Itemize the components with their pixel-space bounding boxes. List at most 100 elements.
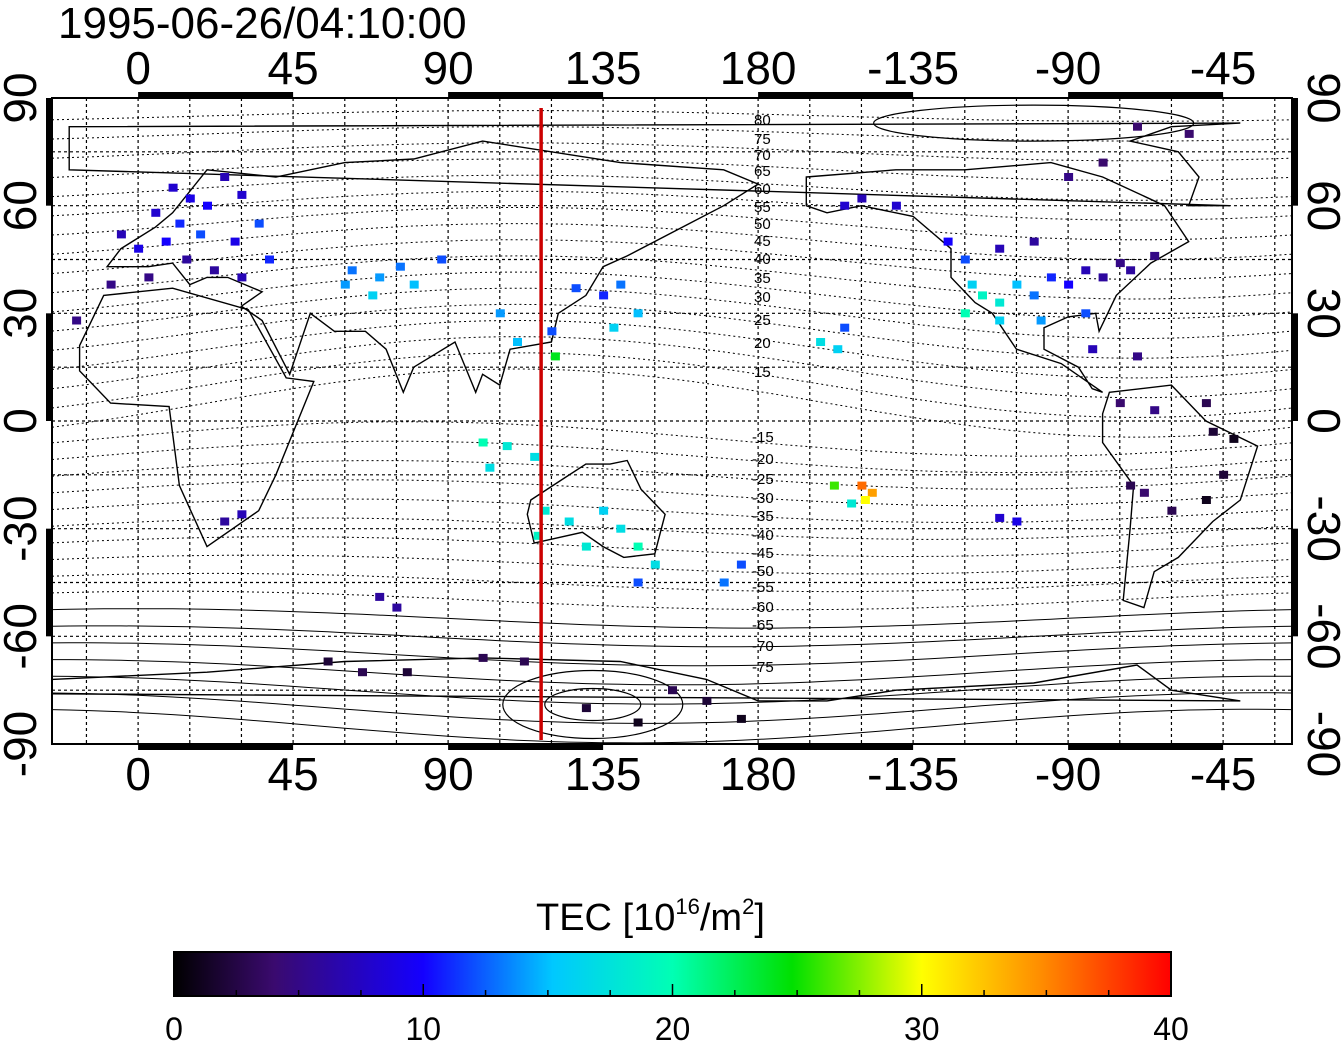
lon-tick-label-bottom: -135: [867, 748, 959, 800]
tec-data-point: [1139, 488, 1149, 497]
map-frame: [46, 92, 1298, 750]
tec-data-point: [719, 578, 729, 587]
greenland-coast: [68, 122, 1241, 207]
top-axis-bar: [138, 92, 294, 98]
tec-data-point: [978, 291, 987, 300]
mlat-label: -30: [752, 490, 774, 507]
mlat-label: 60: [754, 181, 771, 198]
lon-tick-label-bottom: 45: [268, 748, 319, 800]
tec-data-point: [1029, 237, 1039, 246]
mlat-contour: [51, 708, 1293, 744]
mlat-label: 45: [754, 233, 771, 250]
lon-tick-label-top: 0: [125, 42, 151, 94]
mlat-contour: [51, 319, 1293, 379]
tec-data-point: [702, 696, 712, 705]
tec-data-point: [1229, 434, 1239, 443]
lon-tick-label-top: 135: [565, 42, 642, 94]
tec-data-point: [237, 190, 247, 199]
tec-data-point: [1012, 517, 1022, 526]
tec-data-point: [840, 323, 850, 332]
lon-tick-label-bottom: -90: [1035, 748, 1101, 800]
tec-data-point: [161, 237, 171, 246]
colorbar-title-exp1: 16: [675, 894, 699, 919]
mlat-label: 40: [754, 251, 771, 268]
mlat-contour: [51, 608, 1293, 629]
left-axis-bar: [46, 313, 52, 421]
tec-data-point: [1167, 506, 1177, 515]
tec-data-point: [1036, 316, 1046, 325]
south-america-coast: [1101, 384, 1259, 609]
tec-data-point: [668, 686, 677, 695]
mlat-contour: [51, 440, 1293, 474]
mlat-label: 30: [754, 289, 771, 306]
tec-data-point: [1201, 496, 1211, 504]
colorbar-title-mid: /m: [700, 897, 742, 939]
colorbar-title-end: ]: [754, 897, 765, 939]
mlat-contour: [51, 142, 1293, 162]
tec-data-point: [134, 244, 144, 253]
mlat-label: 35: [754, 270, 771, 287]
mlat-label: -20: [752, 451, 774, 468]
tec-data-point: [495, 309, 505, 318]
lon-tick-label-bottom: 135: [565, 748, 642, 800]
mlat-label: -25: [752, 471, 774, 488]
lat-tick-label-left: 90: [0, 72, 46, 123]
lat-tick-label-right: 30: [1298, 288, 1344, 339]
tec-data-point: [943, 237, 953, 246]
tec-data-point: [581, 542, 591, 551]
mlat-label: 65: [754, 163, 771, 180]
mlat-contour: [51, 517, 1293, 540]
tec-data-point: [960, 255, 970, 264]
tec-data-point: [736, 560, 746, 569]
tec-data-point: [340, 280, 350, 289]
mlat-contour: [51, 625, 1293, 648]
right-axis-bar: [1292, 98, 1298, 206]
mlat-contour: [51, 255, 1293, 300]
tec-data-point: [1029, 291, 1039, 300]
top-axis-bar: [758, 92, 914, 98]
africa-coast: [78, 287, 315, 548]
tec-data-point: [857, 481, 867, 490]
mlat-label: 20: [754, 335, 771, 352]
lon-tick-label-top: -45: [1190, 42, 1256, 94]
mlat-label: -75: [752, 659, 774, 676]
tec-data-point: [599, 291, 609, 300]
lat-tick-label-right: -30: [1298, 495, 1344, 561]
tec-data-point: [1133, 352, 1142, 361]
tec-data-point: [867, 488, 877, 497]
mlat-label: -40: [752, 527, 774, 544]
tec-data-point: [1115, 259, 1125, 268]
tec-data-point: [1126, 481, 1136, 490]
tec-data-point: [185, 194, 195, 203]
tec-data-point: [1201, 399, 1211, 408]
tec-data-point: [182, 255, 192, 264]
tec-data-point: [633, 542, 643, 551]
mlat-contour: [51, 158, 1293, 181]
top-axis-bar: [1068, 92, 1224, 98]
tec-data-point: [633, 309, 643, 318]
mlat-contour: [51, 554, 1293, 575]
lat-tick-label-left: 60: [0, 180, 46, 231]
tec-data-point: [254, 219, 264, 228]
lon-tick-label-top: 180: [720, 42, 797, 94]
mlat-contour: [51, 352, 1293, 418]
tec-data-point: [395, 262, 405, 271]
tec-data-point: [1208, 427, 1218, 436]
right-axis-bar: [1292, 313, 1298, 421]
mlat-contour: [51, 336, 1293, 399]
mlat-label: 15: [754, 364, 771, 381]
tec-data-point: [1150, 406, 1160, 415]
europe-asia-coast: [105, 140, 760, 395]
mlat-contour: [51, 174, 1293, 201]
tec-data-point: [967, 280, 977, 289]
lat-tick-label-right: 0: [1298, 408, 1344, 434]
tec-data-point: [375, 273, 385, 282]
mlat-label: -65: [752, 617, 774, 634]
mlat-contour: [544, 687, 642, 722]
lat-tick-label-left: -30: [0, 495, 46, 561]
tec-data-point: [1098, 158, 1108, 167]
tec-data-point: [1081, 309, 1091, 318]
mlat-contour: [51, 190, 1293, 221]
left-axis-bar: [46, 98, 52, 206]
